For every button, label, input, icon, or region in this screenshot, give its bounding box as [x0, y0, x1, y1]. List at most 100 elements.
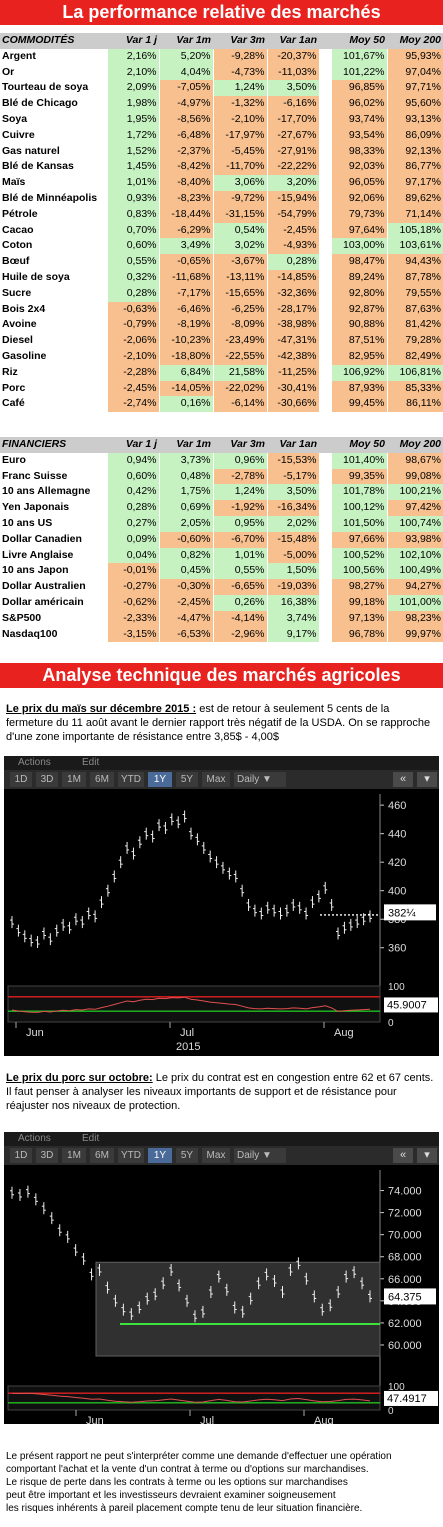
- hog-lead: Le prix du porc sur octobre:: [6, 1072, 153, 1084]
- value-cell: 0,42%: [106, 484, 159, 501]
- table-row: 10 ans Japon -0,01% 0,45% 0,55% 1,50% 100,56%…: [0, 563, 443, 580]
- range-1m[interactable]: 1M: [62, 772, 86, 787]
- close-icon[interactable]: ▾: [417, 772, 437, 787]
- value-cell: -15,48%: [266, 531, 319, 548]
- value-cell: 79,73%: [330, 206, 387, 223]
- value-cell: 97,71%: [386, 80, 443, 97]
- value-cell: -2,45%: [266, 222, 319, 239]
- value-cell: -2,78%: [212, 468, 267, 485]
- value-cell: 0,70%: [106, 222, 159, 239]
- value-cell: 97,64%: [330, 222, 387, 239]
- value-cell: -5,45%: [212, 143, 267, 160]
- back-icon[interactable]: «: [393, 1148, 413, 1163]
- value-cell: 3,20%: [266, 175, 319, 191]
- value-cell: 1,45%: [106, 159, 159, 176]
- value-cell: 9,17%: [266, 626, 319, 643]
- value-cell: -0,65%: [158, 254, 213, 270]
- value-cell: -4,97%: [158, 96, 213, 112]
- table-row: Gasoline -2,10% -18,80% -22,55% -42,38% 82,95…: [0, 348, 443, 365]
- value-cell: 97,66%: [330, 531, 387, 548]
- value-cell: -8,19%: [158, 317, 213, 334]
- value-cell: 79,55%: [386, 285, 443, 302]
- value-cell: 0,82%: [158, 547, 213, 564]
- value-cell: -11,03%: [266, 64, 319, 81]
- y-tick-label: 460: [388, 800, 406, 812]
- value-cell: 3,50%: [266, 80, 319, 97]
- range-6m[interactable]: 6M: [90, 1148, 114, 1163]
- row-label: Café: [2, 397, 25, 410]
- range-3d[interactable]: 3D: [36, 772, 58, 787]
- value-cell: -7,05%: [158, 80, 213, 97]
- value-cell: -6,25%: [212, 301, 267, 318]
- value-cell: 0,60%: [106, 238, 159, 255]
- period-dropdown[interactable]: Daily ▼: [234, 772, 286, 787]
- value-cell: 93,98%: [386, 531, 443, 548]
- value-cell: -6,46%: [158, 301, 213, 318]
- column-header: Moy 200: [387, 33, 443, 49]
- period-dropdown[interactable]: Daily ▼: [234, 1148, 286, 1163]
- range-1m[interactable]: 1M: [62, 1148, 86, 1163]
- range-1y[interactable]: 1Y: [148, 1148, 172, 1163]
- column-header: Var 1an: [267, 437, 319, 453]
- close-icon[interactable]: ▾: [417, 1148, 437, 1163]
- value-cell: -2,06%: [106, 333, 159, 349]
- range-1d[interactable]: 1D: [10, 1148, 32, 1163]
- range-5y[interactable]: 5Y: [176, 1148, 198, 1163]
- column-header: Moy 50: [331, 33, 387, 49]
- y-tick-label: 420: [388, 857, 406, 869]
- actions-menu[interactable]: Actions: [18, 1133, 51, 1144]
- corn-lead: Le prix du maïs sur décembre 2015 :: [6, 703, 197, 715]
- row-label: Cuivre: [2, 128, 35, 141]
- value-cell: 16,38%: [266, 594, 319, 611]
- oscillator-panel: [7, 985, 381, 1023]
- back-icon[interactable]: «: [393, 772, 413, 787]
- value-cell: 87,63%: [386, 301, 443, 318]
- value-cell: 79,28%: [386, 333, 443, 349]
- spacer-cell: [318, 531, 331, 548]
- range-max[interactable]: Max: [202, 772, 230, 787]
- value-cell: -6,65%: [212, 579, 267, 595]
- value-cell: 93,74%: [330, 111, 387, 128]
- range-3d[interactable]: 3D: [36, 1148, 58, 1163]
- y-tick-label: 70.000: [388, 1230, 422, 1242]
- value-cell: -5,17%: [266, 468, 319, 485]
- actions-menu[interactable]: Actions: [18, 757, 51, 768]
- value-cell: -9,28%: [212, 48, 267, 65]
- row-label: Tourteau de soya: [2, 81, 89, 94]
- row-label: Diesel: [2, 334, 33, 347]
- value-cell: -2,10%: [212, 111, 267, 128]
- value-cell: -32,36%: [266, 285, 319, 302]
- value-cell: -6,29%: [158, 222, 213, 239]
- range-max[interactable]: Max: [202, 1148, 230, 1163]
- osc-value-label: 45.9007: [387, 999, 427, 1011]
- table-row: Or 2,10% 4,04% -4,73% -11,03% 101,22% 97,04%: [0, 64, 443, 81]
- value-cell: 87,51%: [330, 333, 387, 349]
- row-label: 10 ans US: [2, 516, 53, 529]
- edit-menu[interactable]: Edit: [82, 757, 100, 768]
- row-label: Riz: [2, 365, 18, 378]
- range-5y[interactable]: 5Y: [176, 772, 198, 787]
- range-ytd[interactable]: YTD: [118, 772, 144, 787]
- value-cell: 3,49%: [158, 238, 213, 255]
- range-1y[interactable]: 1Y: [148, 772, 172, 787]
- value-cell: -2,45%: [158, 594, 213, 611]
- spacer-cell: [318, 348, 331, 365]
- spacer-cell: [318, 515, 331, 532]
- value-cell: -8,56%: [158, 111, 213, 128]
- range-ytd[interactable]: YTD: [118, 1148, 144, 1163]
- value-cell: 92,06%: [330, 190, 387, 207]
- value-cell: -2,37%: [158, 143, 213, 160]
- range-6m[interactable]: 6M: [90, 772, 114, 787]
- last-price-label: 382¼: [388, 907, 416, 919]
- edit-menu[interactable]: Edit: [82, 1133, 100, 1144]
- value-cell: 95,93%: [386, 48, 443, 65]
- disclaimer-line: comportant l'achat et la vente d'un cont…: [6, 1464, 369, 1475]
- value-cell: 2,05%: [158, 515, 213, 532]
- value-cell: -2,33%: [106, 610, 159, 627]
- value-cell: -18,80%: [158, 348, 213, 365]
- range-1d[interactable]: 1D: [10, 772, 32, 787]
- table-row: Diesel -2,06% -10,23% -23,49% -47,31% 87,51% 7…: [0, 333, 443, 349]
- row-label: Blé de Chicago: [2, 97, 78, 110]
- column-header: Var 3m: [213, 33, 267, 49]
- value-cell: -6,14%: [212, 396, 267, 413]
